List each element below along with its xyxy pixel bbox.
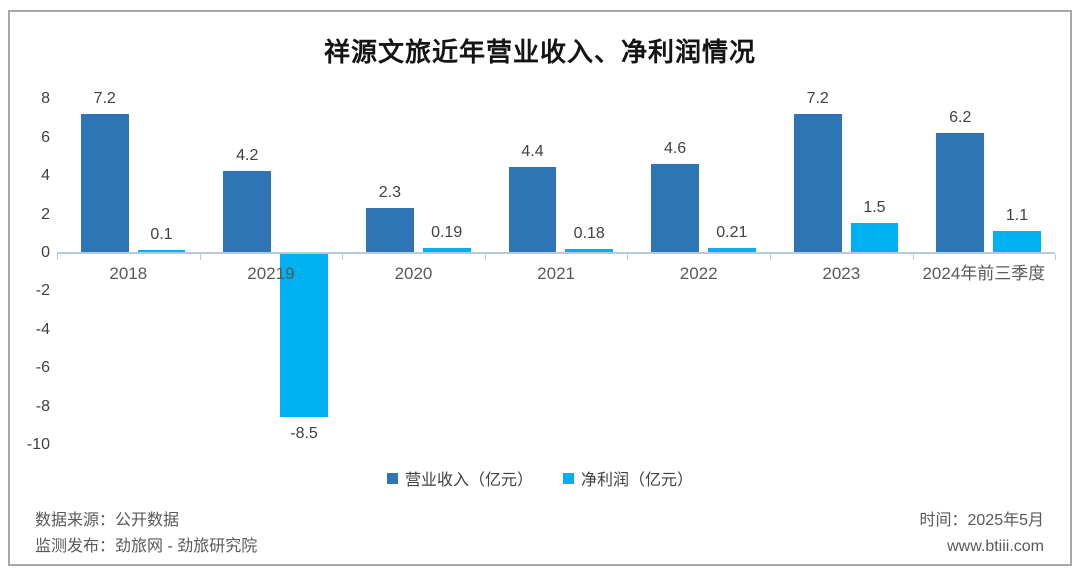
bar-value-label: 0.19 (431, 224, 463, 242)
y-axis-tick-label: 4 (41, 167, 50, 185)
x-axis-category-label: 20219 (247, 264, 295, 283)
y-axis-tick-label: -10 (26, 436, 50, 454)
revenue-bar (508, 167, 557, 252)
bar-value-label: 4.6 (663, 139, 687, 157)
x-axis-line (57, 252, 1056, 254)
x-axis-tick-mark (770, 254, 771, 260)
y-axis-tick-label: 2 (41, 205, 50, 223)
x-axis-tick-mark (627, 254, 629, 260)
bar-value-label: 6.2 (949, 108, 972, 126)
profit-bar (850, 223, 899, 252)
profit-bar (280, 254, 328, 418)
bar-value-label: -8.5 (290, 425, 318, 443)
y-axis-tick-label: 0 (41, 244, 50, 261)
profit-bar (707, 247, 756, 252)
legend-label-profit: 净利润（亿元） (581, 472, 694, 489)
x-axis-tick-mark (912, 254, 914, 260)
x-axis-category-label: 2020 (394, 264, 433, 283)
bar-value-label: 2.3 (378, 183, 401, 201)
profit-swatch-icon (563, 472, 574, 484)
bar-value-label: 0.1 (150, 226, 173, 243)
profit-bar (422, 248, 471, 252)
bar-value-label: 0.18 (573, 224, 605, 242)
legend-label-revenue: 营业收入（亿元） (404, 472, 533, 489)
publisher-text: 监测发布：劲旅网 - 劲旅研究院 (35, 538, 258, 555)
bar-value-label: 4.2 (236, 147, 259, 165)
footer-right: 时间：2025年5月 www.btiii.com (920, 508, 1045, 560)
x-axis-category-label: 2023 (822, 264, 861, 283)
profit-bar (993, 230, 1041, 252)
bar-value-label: 0.21 (716, 223, 748, 241)
x-axis-tick-mark (342, 254, 344, 260)
profit-bar (565, 248, 614, 252)
chart-title: 祥源文旅近年营业收入、净利润情况 (323, 37, 756, 67)
y-axis-tick-label: 8 (41, 90, 50, 108)
x-axis-category-label: 2024年前三季度 (922, 264, 1046, 283)
bar-value-label: 4.4 (521, 143, 544, 161)
legend-item-revenue: 营业收入（亿元） (386, 466, 533, 490)
time-text: 时间：2025年5月 (919, 512, 1045, 529)
x-axis-tick-mark (484, 254, 486, 260)
bar-value-label: 7.2 (806, 89, 829, 107)
y-axis-tick-label: -6 (35, 359, 50, 377)
bar-value-label: 1.1 (1005, 206, 1029, 224)
y-axis-tick-label: 6 (41, 128, 50, 146)
x-axis-tick-mark (199, 254, 201, 260)
y-axis-tick-label: -4 (35, 320, 50, 338)
data-source-text: 数据来源：公开数据 (35, 512, 180, 529)
revenue-bar (651, 163, 699, 252)
revenue-bar (80, 113, 129, 252)
x-axis-category-label: 2021 (537, 264, 575, 283)
y-axis-tick-label: -2 (35, 282, 50, 300)
x-axis-tick-mark (1055, 254, 1057, 260)
profit-bar (137, 250, 186, 252)
revenue-swatch-icon (386, 472, 398, 484)
y-axis-tick-label: -8 (35, 397, 50, 415)
legend-item-profit: 净利润（亿元） (563, 466, 693, 490)
revenue-bar (366, 207, 414, 252)
revenue-bar (793, 113, 842, 252)
bar-value-label: 7.2 (93, 89, 116, 107)
x-axis-category-label: 2022 (679, 264, 718, 283)
revenue-bar (223, 171, 272, 252)
footer-left: 数据来源：公开数据 监测发布：劲旅网 - 劲旅研究院 (35, 508, 257, 560)
website-text: www.btiii.com (947, 538, 1044, 555)
x-axis-category-label: 2018 (109, 264, 148, 283)
revenue-bar (936, 132, 985, 252)
legend: 营业收入（亿元） 净利润（亿元） (0, 466, 1080, 490)
bar-value-label: 1.5 (863, 199, 886, 217)
x-axis-tick-mark (57, 254, 58, 260)
